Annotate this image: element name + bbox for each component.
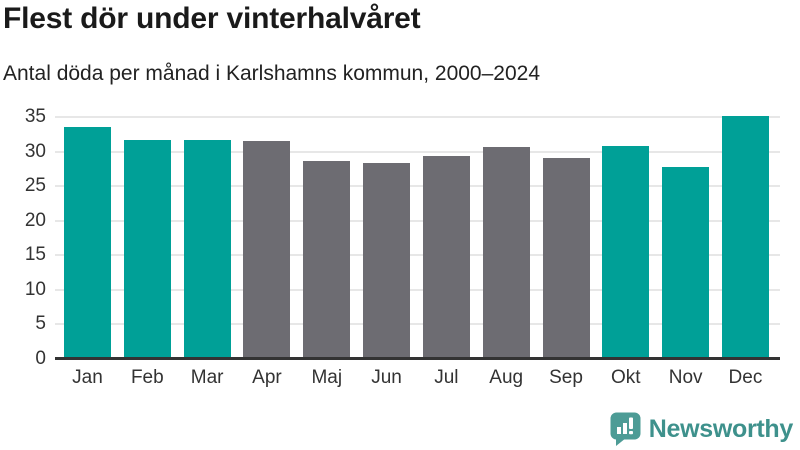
gridline-25 — [55, 185, 780, 188]
bar-apr — [243, 141, 291, 359]
x-axis-labels: Jan Feb Mar Apr Maj Jun Jul Aug Sep Okt Nov Dec — [64, 367, 769, 389]
bar-aug — [482, 147, 530, 359]
gridline-30 — [55, 150, 780, 153]
y-tick-5: 5 — [35, 313, 46, 335]
bar-maj — [303, 160, 351, 359]
x-tick-mar: Mar — [190, 367, 224, 388]
bar-sep — [542, 157, 590, 359]
y-tick-25: 25 — [24, 175, 46, 197]
y-tick-0: 0 — [35, 348, 46, 369]
y-tick-10: 10 — [24, 278, 46, 300]
plot-area — [55, 116, 780, 360]
x-tick-jan: Jan — [72, 367, 103, 388]
bar-jul — [422, 156, 470, 359]
bar-chart-speech-bubble-icon — [610, 412, 641, 446]
bar-feb — [123, 139, 171, 359]
y-tick-15: 15 — [24, 244, 46, 266]
x-tick-dec: Dec — [728, 367, 763, 388]
gridline-35 — [55, 116, 780, 118]
x-tick-feb: Feb — [130, 367, 164, 388]
bar-jun — [363, 163, 411, 359]
chart-title: Flest dör under vinterhalvåret — [3, 2, 421, 35]
x-tick-okt: Okt — [611, 367, 641, 388]
x-tick-sep: Sep — [549, 367, 583, 388]
bar-dec — [721, 116, 769, 359]
y-axis-labels: 0 5 10 15 20 25 30 35 — [0, 106, 46, 369]
x-axis-line — [55, 357, 780, 360]
bar-nov — [662, 166, 710, 359]
x-tick-jul: Jul — [434, 367, 459, 388]
x-tick-apr: Apr — [252, 367, 282, 388]
x-tick-maj: Maj — [311, 367, 343, 388]
chart-subtitle: Antal döda per månad i Karlshamns kommun… — [3, 62, 540, 85]
gridline-10 — [55, 288, 780, 291]
brand-name: Newsworthy — [648, 414, 794, 443]
gridline-20 — [55, 219, 780, 222]
newsworthy-logo: Newsworthy — [610, 412, 793, 446]
bar-series — [64, 111, 769, 359]
x-tick-aug: Aug — [489, 367, 524, 388]
x-tick-nov: Nov — [668, 367, 703, 388]
gridline-15 — [55, 254, 780, 257]
bar-jan — [64, 127, 111, 359]
y-tick-20: 20 — [24, 209, 46, 231]
y-tick-35: 35 — [24, 106, 46, 127]
y-tick-30: 30 — [24, 140, 46, 162]
bar-mar — [183, 139, 231, 359]
x-tick-jun: Jun — [371, 367, 402, 388]
gridline-5 — [55, 323, 780, 326]
bar-okt — [602, 146, 650, 359]
